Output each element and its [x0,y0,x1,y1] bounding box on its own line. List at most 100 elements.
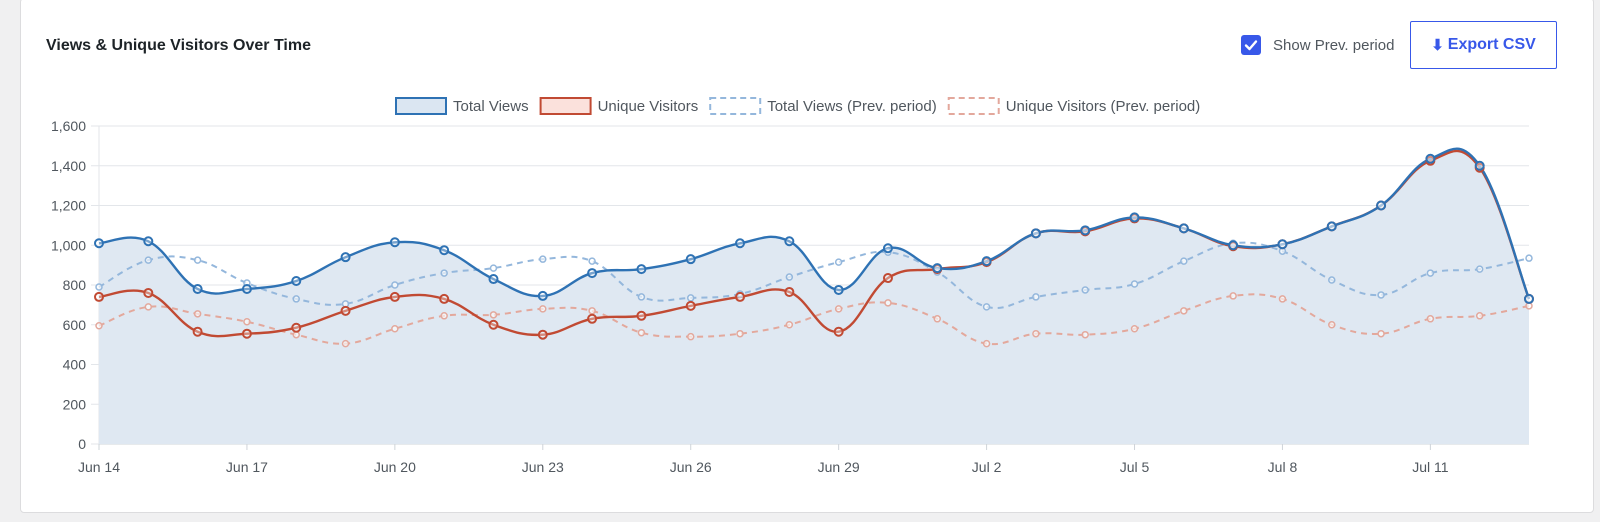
unique-visitors-point[interactable] [882,273,893,284]
unique-visitors-prev-period-point[interactable] [1032,329,1040,338]
show-prev-period-toggle[interactable]: Show Prev. period [1241,33,1394,57]
unique-visitors-point[interactable] [833,326,844,337]
unique-visitors-prev-period-point[interactable] [144,303,153,311]
total-views-prev-period-point[interactable] [1426,269,1435,277]
total-views-point[interactable] [636,264,647,275]
unique-visitors-prev-period-point[interactable] [933,315,942,323]
total-views-point[interactable] [932,263,943,274]
unique-visitors-prev-period-point[interactable] [1328,321,1336,329]
total-views-point[interactable] [1030,228,1041,239]
unique-visitors-prev-period-point[interactable] [834,305,843,313]
unique-visitors-prev-period-point[interactable] [884,299,892,307]
legend-item-unique-visitors[interactable]: Unique Visitors [539,97,699,115]
total-views-point[interactable] [1326,221,1337,232]
unique-visitors-point[interactable] [143,287,154,298]
total-views-point[interactable] [735,238,746,249]
total-views-prev-period-point[interactable] [95,283,103,291]
unique-visitors-point[interactable] [784,286,795,297]
unique-visitors-prev-period-point[interactable] [1130,324,1139,333]
total-views-point[interactable] [1228,240,1239,251]
unique-visitors-point[interactable] [389,291,400,302]
unique-visitors-prev-period-point[interactable] [588,307,596,315]
unique-visitors-point[interactable] [192,326,203,337]
unique-visitors-prev-period-point[interactable] [341,339,350,348]
unique-visitors-point[interactable] [587,313,598,324]
unique-visitors-prev-period-point[interactable] [391,324,399,333]
total-views-point[interactable] [1425,153,1436,164]
total-views-point[interactable] [587,268,598,279]
total-views-prev-period-point[interactable] [539,255,547,263]
unique-visitors-prev-period-point[interactable] [982,339,991,348]
total-views-point[interactable] [1474,160,1485,171]
total-views-prev-period-point[interactable] [637,293,646,301]
unique-visitors-prev-period-point[interactable] [1377,329,1385,338]
total-views-prev-period-point[interactable] [1032,293,1040,301]
unique-visitors-prev-period-point[interactable] [440,312,448,320]
total-views-point[interactable] [143,236,154,247]
total-views-prev-period-point[interactable] [1475,265,1484,273]
total-views-point[interactable] [1080,225,1091,236]
unique-visitors-prev-period-point[interactable] [686,332,695,341]
total-views-prev-period-point[interactable] [193,256,202,264]
total-views-point[interactable] [685,254,696,265]
total-views-prev-period-point[interactable] [588,257,596,265]
unique-visitors-point[interactable] [537,329,548,340]
total-views-point[interactable] [1376,200,1387,211]
unique-visitors-point[interactable] [340,305,351,316]
unique-visitors-prev-period-point[interactable] [1180,307,1188,315]
total-views-point[interactable] [784,236,795,247]
legend-item-total-views[interactable]: Total Views [395,97,529,115]
unique-visitors-prev-period-point[interactable] [95,321,103,330]
unique-visitors-point[interactable] [241,328,252,339]
total-views-point[interactable] [488,274,499,285]
total-views-prev-period-point[interactable] [1328,276,1336,284]
unique-visitors-prev-period-point[interactable] [243,318,251,326]
total-views-point[interactable] [439,245,450,256]
unique-visitors-prev-period-point[interactable] [1278,295,1287,303]
unique-visitors-prev-period-point[interactable] [539,305,547,313]
unique-visitors-prev-period-point[interactable] [489,311,498,319]
total-views-prev-period-point[interactable] [440,269,448,277]
total-views-point[interactable] [94,238,104,249]
total-views-point[interactable] [981,256,992,267]
total-views-point[interactable] [1178,223,1189,234]
unique-visitors-prev-period-point[interactable] [736,329,744,338]
unique-visitors-point[interactable] [291,322,302,333]
total-views-point[interactable] [340,252,351,263]
unique-visitors-prev-period-point[interactable] [1229,292,1237,300]
total-views-prev-period-point[interactable] [1180,257,1188,265]
total-views-point[interactable] [1277,239,1288,250]
total-views-prev-period-point[interactable] [1525,254,1533,262]
total-views-prev-period-point[interactable] [982,303,991,311]
unique-visitors-point[interactable] [94,291,104,302]
total-views-prev-period-point[interactable] [144,256,153,264]
total-views-point[interactable] [389,237,400,248]
total-views-point[interactable] [882,243,893,254]
total-views-point[interactable] [1129,212,1140,223]
total-views-point[interactable] [833,284,844,295]
unique-visitors-point[interactable] [636,310,647,321]
total-views-point[interactable] [291,276,302,287]
total-views-prev-period-point[interactable] [1377,291,1385,299]
show-prev-period-checkbox[interactable] [1241,35,1261,55]
total-views-prev-period-point[interactable] [1081,286,1089,294]
legend-item-unique-visitors-prev-period[interactable]: Unique Visitors (Prev. period) [947,97,1201,115]
export-csv-button[interactable]: ⬇ Export CSV [1410,21,1557,69]
total-views-point[interactable] [192,283,203,294]
unique-visitors-prev-period-point[interactable] [1426,315,1435,323]
total-views-prev-period-point[interactable] [489,264,498,272]
total-views-point[interactable] [537,290,548,301]
total-views-prev-period-point[interactable] [391,281,399,289]
total-views-prev-period-point[interactable] [1130,280,1139,288]
unique-visitors-prev-period-point[interactable] [637,328,646,337]
total-views-prev-period-point[interactable] [834,258,843,266]
unique-visitors-point[interactable] [685,300,696,311]
unique-visitors-point[interactable] [735,291,746,302]
total-views-point[interactable] [241,283,252,294]
unique-visitors-prev-period-point[interactable] [193,310,202,318]
total-views-prev-period-point[interactable] [292,295,300,303]
legend-item-total-views-prev-period[interactable]: Total Views (Prev. period) [709,97,937,115]
unique-visitors-point[interactable] [439,293,450,304]
total-views-point[interactable] [1524,293,1534,304]
total-views-prev-period-point[interactable] [686,294,695,302]
